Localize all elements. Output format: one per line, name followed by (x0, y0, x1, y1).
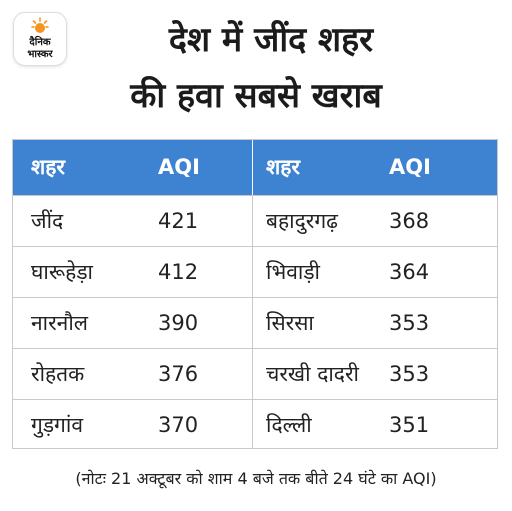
table-row: गुड़गांव 370 दिल्ली 351 (13, 399, 497, 450)
city-cell: गुड़गांव (31, 413, 83, 437)
city-cell: बहादुरगढ़ (266, 209, 338, 233)
aqi-cell: 353 (389, 311, 430, 335)
aqi-cell: 351 (389, 413, 430, 437)
headline-line1: देश में जींद शहर (168, 20, 374, 60)
aqi-cell: 421 (158, 209, 199, 233)
aqi-cell: 353 (389, 362, 430, 386)
header-city-right: शहर (266, 155, 301, 179)
brand-name-line1: दैनिक (29, 37, 51, 48)
table-row: घारूहेड़ा 412 भिवाड़ी 364 (13, 246, 497, 297)
brand-name-line2: भास्कर (27, 49, 53, 60)
header-column-divider (252, 140, 253, 195)
city-cell: रोहतक (31, 362, 85, 386)
aqi-cell: 412 (158, 260, 199, 284)
header-aqi-left: AQI (158, 155, 200, 179)
city-cell: दिल्ली (266, 413, 312, 437)
table-header: शहर AQI शहर AQI (13, 140, 497, 195)
aqi-cell: 368 (389, 209, 430, 233)
city-cell: चरखी दादरी (266, 362, 359, 386)
column-divider (252, 140, 253, 448)
aqi-table: शहर AQI शहर AQI जींद 421 बहादुरगढ़ 368 घ… (12, 139, 498, 449)
city-cell: भिवाड़ी (266, 260, 320, 284)
city-cell: नारनौल (31, 311, 89, 335)
table-row: रोहतक 376 चरखी दादरी 353 (13, 348, 497, 399)
sun-icon (31, 17, 49, 33)
headline-line2: की हवा सबसे खराब (130, 76, 382, 116)
city-cell: जींद (31, 209, 64, 233)
city-cell: सिरसा (266, 311, 314, 335)
header-aqi-right: AQI (389, 155, 431, 179)
aqi-cell: 376 (158, 362, 199, 386)
aqi-cell: 370 (158, 413, 199, 437)
header-city-left: शहर (31, 155, 66, 179)
dainik-bhaskar-logo: दैनिक भास्कर (14, 13, 66, 65)
table-row: जींद 421 बहादुरगढ़ 368 (13, 195, 497, 246)
aqi-cell: 390 (158, 311, 199, 335)
footnote: (नोटः 21 अक्टूबर को शाम 4 बजे तक बीते 24… (75, 469, 437, 488)
city-cell: घारूहेड़ा (31, 260, 93, 284)
table-row: नारनौल 390 सिरसा 353 (13, 297, 497, 348)
aqi-cell: 364 (389, 260, 430, 284)
